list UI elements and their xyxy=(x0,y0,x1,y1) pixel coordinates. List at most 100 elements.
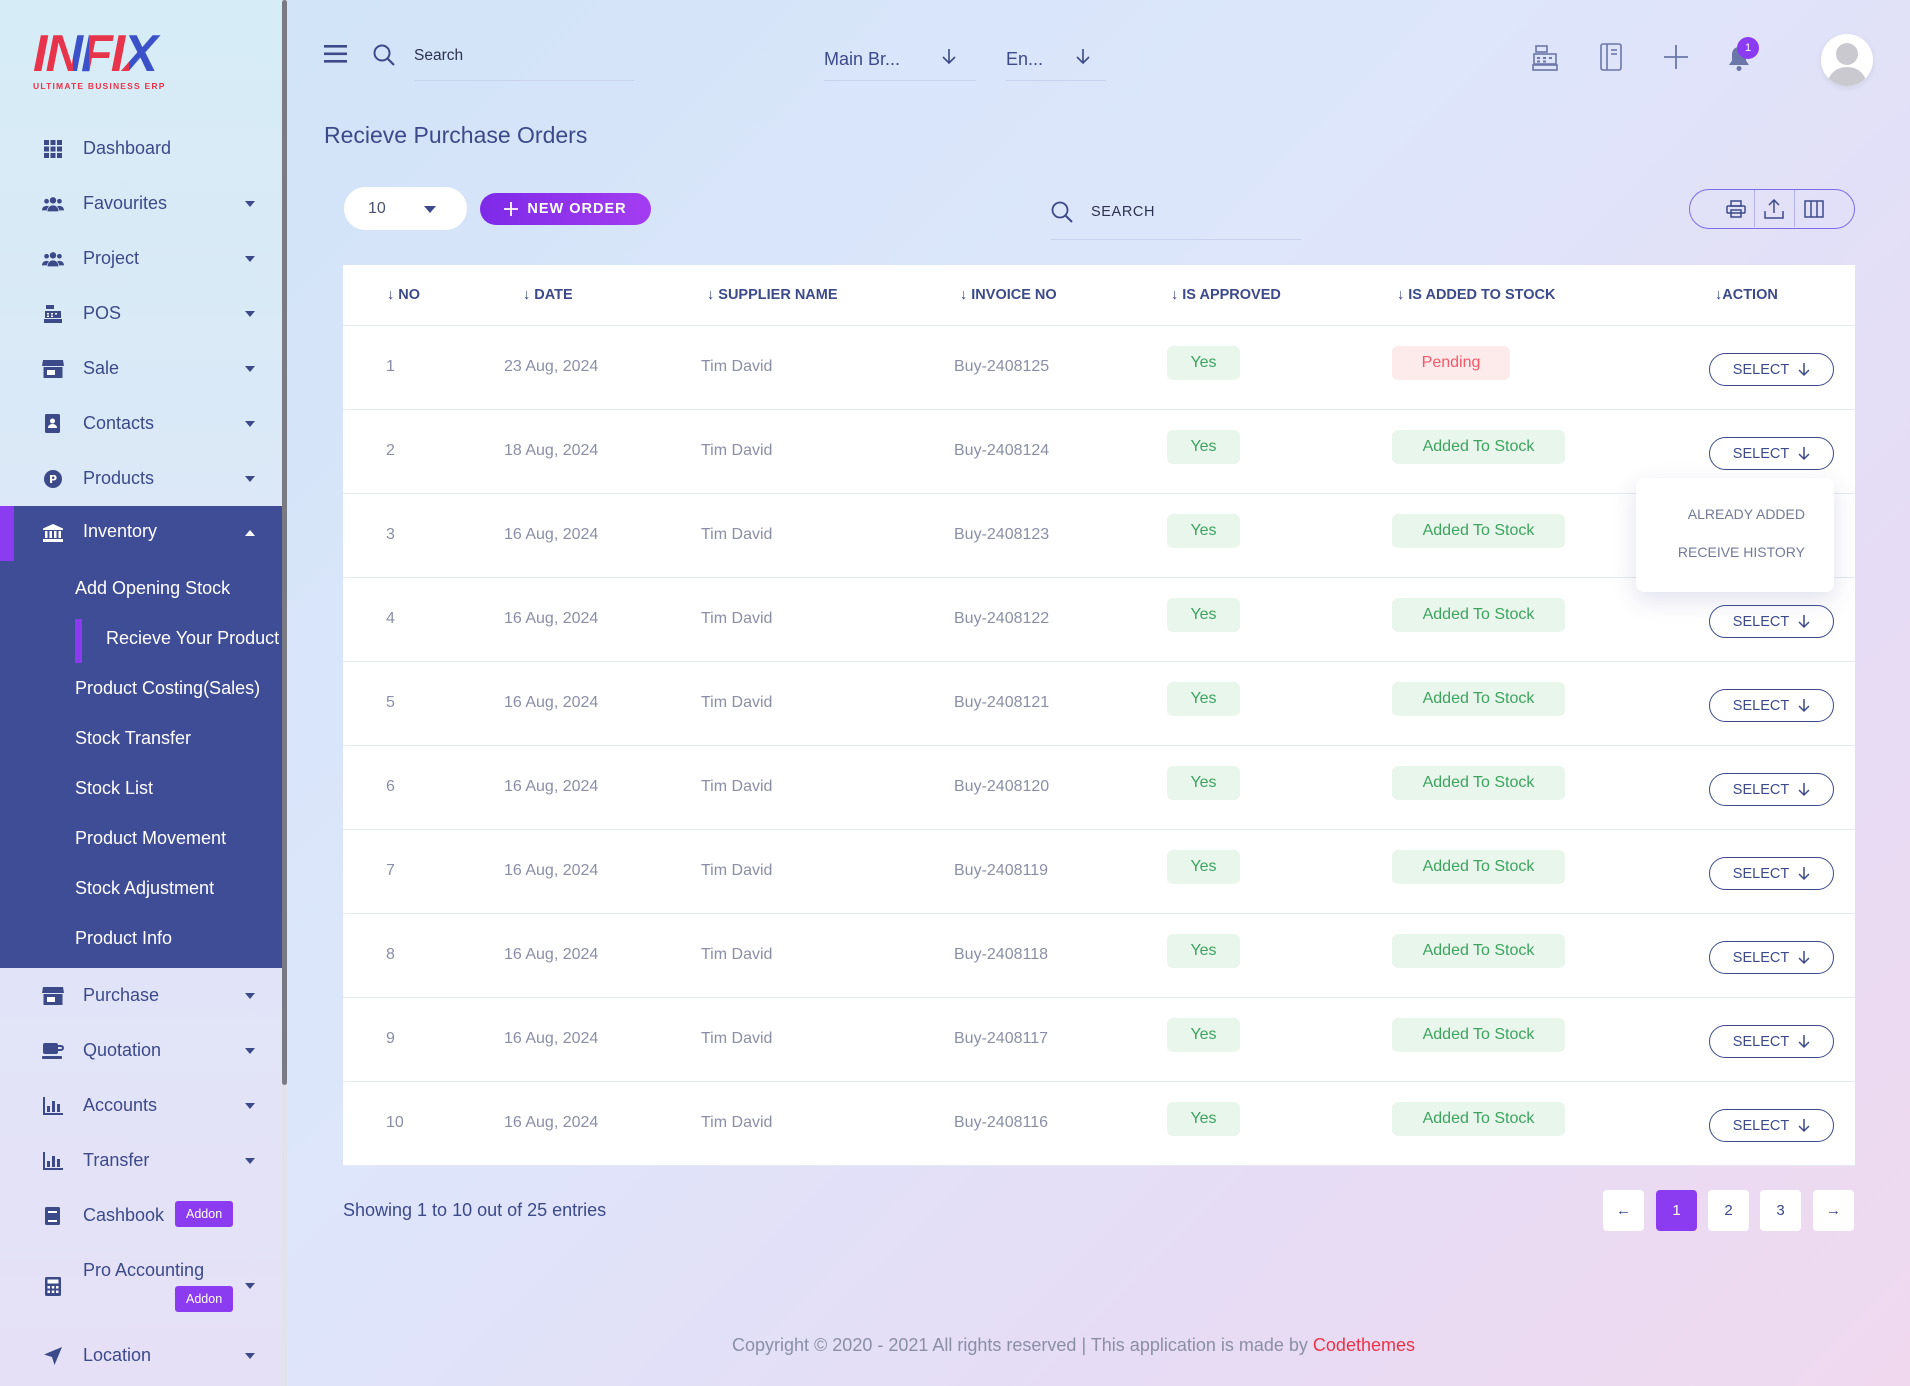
cell-date: 16 Aug, 2024 xyxy=(504,694,599,711)
per-page-value: 10 xyxy=(368,200,386,217)
stock-status-badge: Added To Stock xyxy=(1392,850,1565,884)
new-order-label: NEW ORDER xyxy=(527,201,627,217)
select-label: SELECT xyxy=(1732,949,1790,966)
footer-link[interactable]: Codethemes xyxy=(1312,1335,1415,1355)
action-select-button[interactable]: SELECT xyxy=(1709,353,1834,386)
action-select-button[interactable]: SELECT xyxy=(1709,605,1834,638)
action-select-button[interactable]: SELECT xyxy=(1709,1109,1834,1142)
table-row: 2 18 Aug, 2024 Tim David Buy-2408124 Yes Adde… xyxy=(343,410,1855,494)
action-select-button[interactable]: SELECT xyxy=(1709,773,1834,806)
submenu-product-movement[interactable]: Product Movement xyxy=(75,828,227,848)
action-select-button[interactable]: SELECT xyxy=(1709,1025,1834,1058)
sidebar-item-accounts[interactable]: Accounts xyxy=(0,1078,282,1133)
column-header-supplier-name[interactable]: ↓ SUPPLIER NAME xyxy=(707,287,838,303)
branch-select[interactable]: Main Br... xyxy=(824,49,901,69)
column-header-is-approved[interactable]: ↓ IS APPROVED xyxy=(1171,287,1281,303)
sidebar-item-purchase[interactable]: Purchase xyxy=(0,968,282,1023)
sidebar-item-sale[interactable]: Sale xyxy=(0,341,282,396)
table-row: 7 16 Aug, 2024 Tim David Buy-2408119 Yes Adde… xyxy=(343,830,1855,914)
sidebar-item-quotation[interactable]: Quotation xyxy=(0,1023,282,1078)
action-select-button[interactable]: SELECT xyxy=(1709,437,1834,470)
sidebar-item-products[interactable]: P Products xyxy=(0,451,282,506)
submenu-stock-list[interactable]: Stock List xyxy=(75,778,154,798)
sidebar-item-contacts[interactable]: Contacts xyxy=(0,396,282,451)
submenu-recieve-your-product[interactable]: Recieve Your Product xyxy=(106,628,280,648)
print-button[interactable] xyxy=(1716,190,1756,227)
cell-invoice: Buy-2408119 xyxy=(954,862,1048,879)
action-select-button[interactable]: SELECT xyxy=(1709,941,1834,974)
search-icon[interactable] xyxy=(373,44,395,71)
search-icon xyxy=(1051,201,1073,228)
arrow-down-icon[interactable] xyxy=(1076,49,1090,70)
plus-icon xyxy=(504,202,519,216)
pagination-page-1[interactable]: 1 xyxy=(1656,1190,1697,1231)
cell-no: 6 xyxy=(386,778,395,795)
approved-badge: Yes xyxy=(1167,934,1240,968)
submenu-product-costing[interactable]: Product Costing(Sales) xyxy=(75,678,261,698)
submenu-stock-transfer[interactable]: Stock Transfer xyxy=(75,728,192,748)
pagination-page-3[interactable]: 3 xyxy=(1760,1190,1801,1231)
cell-date: 16 Aug, 2024 xyxy=(504,526,599,543)
sidebar-item-dashboard[interactable]: Dashboard xyxy=(0,121,282,176)
sidebar-item-transfer[interactable]: Transfer xyxy=(0,1133,282,1188)
arrow-down-icon[interactable] xyxy=(942,49,956,70)
dropdown-item-receive-history[interactable]: RECEIVE HISTORY xyxy=(1677,544,1805,560)
export-button[interactable] xyxy=(1754,190,1794,227)
language-select[interactable]: En... xyxy=(1006,49,1044,69)
avatar[interactable] xyxy=(1821,34,1873,86)
stock-status-badge: Added To Stock xyxy=(1392,598,1565,632)
table-search-input[interactable]: SEARCH xyxy=(1091,204,1156,220)
cell-date: 16 Aug, 2024 xyxy=(504,862,599,879)
sidebar-item-pos[interactable]: POS xyxy=(0,286,282,341)
sidebar-item-label: Quotation xyxy=(83,1040,162,1060)
action-dropdown-menu: ALREADY ADDED RECEIVE HISTORY xyxy=(1636,478,1834,592)
per-page-select[interactable]: 10 xyxy=(344,187,467,230)
caret-down-icon xyxy=(245,310,255,317)
sidebar-item-inventory[interactable]: Inventory xyxy=(0,506,282,561)
submenu-add-opening-stock[interactable]: Add Opening Stock xyxy=(75,578,231,598)
column-header-action[interactable]: ↓ACTION xyxy=(1715,287,1778,303)
brand-logo[interactable]: INFIX ULTIMATE BUSINESS ERP xyxy=(33,28,166,91)
cell-no: 9 xyxy=(386,1030,395,1047)
cell-invoice: Buy-2408120 xyxy=(954,778,1050,795)
column-header-date[interactable]: ↓ DATE xyxy=(523,287,573,303)
select-label: SELECT xyxy=(1732,613,1790,630)
users-icon xyxy=(42,248,64,270)
cell-no: 1 xyxy=(386,358,395,375)
column-header-no[interactable]: ↓ NO xyxy=(387,287,421,303)
sidebar-item-favourites[interactable]: Favourites xyxy=(0,176,282,231)
hamburger-menu-icon[interactable] xyxy=(324,45,347,68)
pagination-prev[interactable]: ← xyxy=(1603,1190,1644,1231)
submenu-stock-adjustment[interactable]: Stock Adjustment xyxy=(75,878,215,898)
arrow-down-icon xyxy=(1798,866,1810,880)
sidebar-item-label: Inventory xyxy=(83,521,158,541)
column-header-invoice-no[interactable]: ↓ INVOICE NO xyxy=(960,287,1057,303)
plus-icon[interactable] xyxy=(1664,45,1688,74)
sidebar-item-location[interactable]: Location xyxy=(0,1328,282,1383)
sidebar-item-label: Purchase xyxy=(83,985,160,1005)
cell-date: 16 Aug, 2024 xyxy=(504,778,599,795)
columns-button[interactable] xyxy=(1794,190,1834,227)
cell-date: 16 Aug, 2024 xyxy=(504,946,599,963)
sidebar-item-project[interactable]: Project xyxy=(0,231,282,286)
pagination-next[interactable]: → xyxy=(1813,1190,1854,1231)
caret-down-icon xyxy=(245,1102,255,1109)
action-select-button[interactable]: SELECT xyxy=(1709,689,1834,722)
sidebar-item-pro-accounting[interactable]: Pro Accounting Addon xyxy=(0,1243,282,1328)
approved-badge: Yes xyxy=(1167,766,1240,800)
sidebar-scrollbar-thumb[interactable] xyxy=(282,0,287,1085)
sidebar: INFIX ULTIMATE BUSINESS ERP Dashboard Fa… xyxy=(0,0,282,1386)
cell-supplier: Tim David xyxy=(701,1114,773,1131)
dropdown-item-already-added[interactable]: ALREADY ADDED xyxy=(1687,506,1805,522)
new-order-button[interactable]: NEW ORDER xyxy=(480,193,651,225)
cash-register-icon[interactable] xyxy=(1532,45,1558,76)
pagination-page-2[interactable]: 2 xyxy=(1708,1190,1749,1231)
header-divider xyxy=(343,325,1855,326)
column-header-is-added-to-stock[interactable]: ↓ IS ADDED TO STOCK xyxy=(1397,287,1556,303)
sidebar-item-cashbook[interactable]: Cashbook Addon xyxy=(0,1188,282,1243)
top-search-input[interactable]: Search xyxy=(414,47,464,64)
cash-register-icon xyxy=(42,303,64,325)
submenu-product-info[interactable]: Product Info xyxy=(75,928,173,948)
action-select-button[interactable]: SELECT xyxy=(1709,857,1834,890)
notebook-icon[interactable] xyxy=(1599,43,1623,76)
